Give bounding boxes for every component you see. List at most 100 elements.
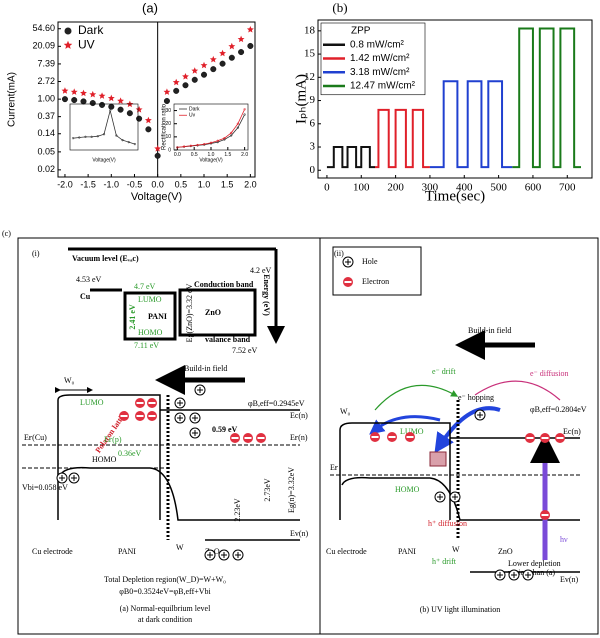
x-tick-label: -1.0 <box>104 179 120 189</box>
hole-plus <box>497 572 503 578</box>
blue-arrow <box>369 415 441 435</box>
hole-plus <box>452 494 458 500</box>
x-tick-label: 700 <box>559 181 576 193</box>
electron-bar <box>406 436 414 438</box>
text: Cu electrode <box>326 547 367 556</box>
electron-bar <box>344 281 352 283</box>
data-point <box>115 134 118 137</box>
text: W <box>176 543 184 552</box>
legend-marker <box>63 40 73 49</box>
data-point <box>117 97 124 104</box>
legend-label: 0.8 mW/cm² <box>350 39 405 50</box>
electron-bar <box>231 437 239 439</box>
text: φB0=0.3524eV=φB,eff+Vbi <box>119 587 211 596</box>
legend-title: ZPP <box>351 26 371 37</box>
data-point <box>228 54 235 61</box>
text: (a) Normal-equilbrium level <box>120 604 211 613</box>
data-point <box>136 115 143 122</box>
text: Eg(n)=3.32eV <box>287 467 296 513</box>
electron-bar <box>388 436 396 438</box>
text: φB,eff=0.2945eV <box>248 399 305 408</box>
hole-plus <box>525 572 531 578</box>
right-panel: (ii) Hole Electron Build-in field e⁻ dri… <box>326 246 587 614</box>
text: PANI <box>148 312 167 321</box>
x-tick-label: 0.0 <box>151 179 164 189</box>
text: Cu electrode <box>32 547 73 556</box>
text: W <box>452 545 460 554</box>
data-point <box>246 25 254 33</box>
data-point <box>228 42 236 50</box>
data-point <box>154 145 162 152</box>
text: 4.7 eV <box>134 282 156 291</box>
data-point <box>102 133 106 136</box>
data-point <box>173 87 180 94</box>
data-point <box>191 67 199 74</box>
text: Build-in field <box>184 364 227 373</box>
data-point <box>247 42 254 49</box>
data-point <box>182 82 189 89</box>
text: Conduction band <box>194 280 254 289</box>
electron-bar <box>541 514 549 516</box>
data-line <box>73 110 136 145</box>
x-tick-label: 0.0 <box>174 152 181 158</box>
hole-plus <box>477 412 483 418</box>
charts: (a) Voltage(V) Current(mA) -2.0 -1.5 -1.0 -0.5… <box>7 0 593 204</box>
y-tick-label: 0.05 <box>37 146 55 156</box>
data-point <box>210 66 217 73</box>
data-point <box>133 142 137 146</box>
text: ZnO <box>498 547 513 556</box>
data-point <box>243 108 246 111</box>
data-point <box>196 143 199 147</box>
y-tick-label: 30 <box>165 108 171 114</box>
data-point <box>144 116 152 124</box>
x-tick-label: 2.0 <box>244 179 257 189</box>
plot-frame <box>317 19 593 179</box>
electron-bar <box>371 436 379 438</box>
data-point <box>223 137 226 140</box>
data-point <box>121 138 124 142</box>
data-point <box>182 145 186 148</box>
text: Vacuum level (Eᵥₐc) <box>72 254 139 263</box>
data-point <box>107 94 115 102</box>
hole-plus <box>197 387 203 393</box>
text: Total Depletion region(W_D)=W+W₀ <box>104 575 226 584</box>
text: 2.23eV <box>233 498 242 522</box>
text: 4.53 eV <box>76 275 102 284</box>
hole-plus <box>437 494 443 500</box>
y-tick-label: 15 <box>304 48 316 60</box>
data-point <box>243 113 246 116</box>
x-tick-label: 500 <box>490 181 507 193</box>
text: Hole <box>362 257 378 266</box>
data-point <box>230 131 233 135</box>
lumo-band <box>57 394 161 520</box>
data-point <box>71 137 75 140</box>
text: Ec(n) <box>290 411 308 420</box>
electron-bar <box>148 415 156 417</box>
data-point <box>216 139 219 142</box>
legend-label: UV <box>78 37 95 51</box>
x-tick-label: 0.5 <box>175 179 188 189</box>
hole-plus <box>192 430 198 436</box>
legend-marker <box>64 27 72 35</box>
x-axis-label: Voltage(V) <box>131 191 182 203</box>
data-point <box>126 110 133 117</box>
data-point <box>201 71 208 78</box>
y-tick-label: 20 <box>165 121 171 127</box>
y-tick-label: 6 <box>310 117 316 129</box>
x-tick-label: 1.0 <box>208 152 215 158</box>
electron-bar <box>148 402 156 404</box>
hopping-arrow <box>434 406 501 454</box>
drift-arrow <box>374 384 459 411</box>
y-tick-label: 1.00 <box>37 94 55 104</box>
data-line <box>429 80 513 169</box>
data-line <box>326 146 375 169</box>
text: 0.36eV <box>118 449 142 458</box>
data-point <box>80 98 87 105</box>
x-tick-label: 100 <box>353 181 370 193</box>
chart: (a) Voltage(V) Current(mA) -2.0 -1.5 -1.0 -0.5… <box>7 0 257 202</box>
text: φB,eff=0.2804eV <box>530 405 587 414</box>
text: e⁻ drift <box>432 367 456 376</box>
x-axis-label: Voltage(V) <box>92 157 116 163</box>
data-point <box>117 106 124 113</box>
legend-box <box>332 246 422 296</box>
